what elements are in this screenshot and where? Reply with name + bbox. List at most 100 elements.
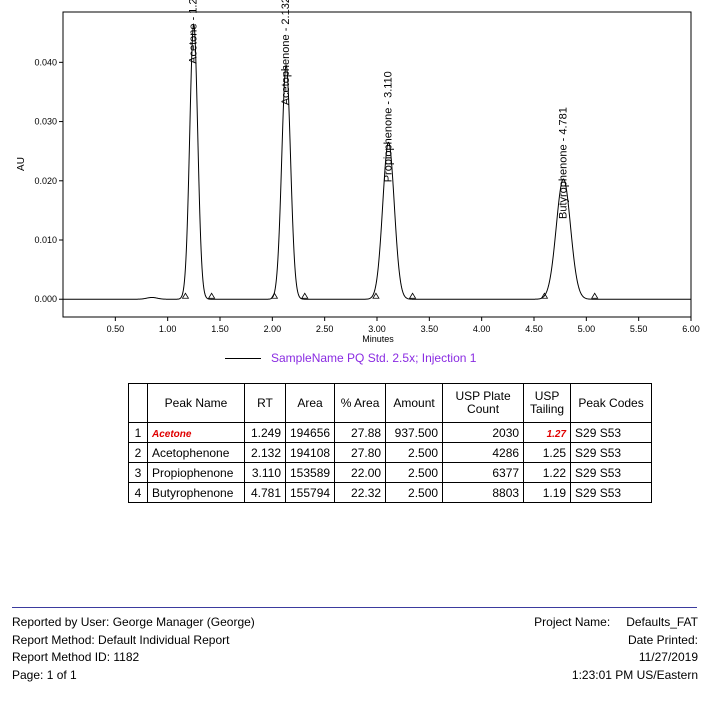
row-index: 3 — [128, 462, 148, 483]
peak-markers — [181, 292, 599, 299]
table-header-row: Peak Name RT Area % Area Amount USP Plat… — [128, 383, 653, 423]
x-tick-label: 2.50 — [316, 324, 334, 334]
date-printed: 11/27/2019 — [638, 650, 698, 664]
table-row: 1 Acetone 1.249 194656 27.88 937.500 203… — [128, 422, 653, 443]
x-tick-label: 1.50 — [211, 324, 229, 334]
legend: SampleName PQ Std. 2.5x; Injection 1 — [225, 350, 476, 366]
project-info: Project Name: Defaults_FAT Date Printed:… — [534, 614, 698, 684]
peak-boundary-marker — [408, 292, 417, 299]
legend-line-swatch — [225, 357, 261, 359]
y-tick-label: 0.020 — [34, 176, 57, 186]
peak-boundary-marker — [207, 292, 216, 299]
x-tick-label: 5.50 — [630, 324, 648, 334]
rt-cell: 1.249 — [244, 422, 286, 443]
x-tick-label: 3.50 — [421, 324, 439, 334]
peak-label: Propiophenone - 3.110 — [383, 71, 395, 182]
legend-label: SampleName PQ Std. 2.5x; Injection 1 — [271, 351, 477, 365]
chromatogram-trace — [63, 23, 691, 300]
x-tick-label: 6.00 — [682, 324, 700, 334]
footer-divider — [12, 607, 697, 608]
y-tick-label: 0.030 — [34, 117, 57, 127]
plate-count-cell: 6377 — [442, 462, 525, 483]
x-tick-label: 5.00 — [578, 324, 596, 334]
chromatogram-chart: 0.000 0.010 0.020 0.030 0.040 0.50 1.00 1.50 2.… — [16, 0, 700, 344]
table-row: 2 Acetophenone 2.132 194108 27.80 2.500 … — [128, 442, 653, 463]
plate-count-header-text: USP Plate Count — [455, 389, 511, 416]
x-tick-label: 4.50 — [525, 324, 543, 334]
project-name-label: Project Name: — [534, 615, 611, 629]
peak-boundary-marker — [301, 292, 309, 299]
pct-area-cell: 22.32 — [334, 482, 387, 503]
col-amount-header: Amount — [385, 383, 444, 423]
peak-boundary-marker — [591, 292, 599, 299]
y-tick-label: 0.000 — [34, 294, 57, 304]
pct-area-cell: 22.00 — [334, 462, 387, 483]
peak-codes-cell: S29 S53 — [570, 462, 653, 483]
peak-labels: Acetone - 1.249 Acetophenone - 2.132 Propi… — [188, 0, 570, 219]
peak-label: Butyrophenone - 4.781 — [557, 107, 569, 219]
peak-codes-cell: S29 S53 — [570, 482, 653, 503]
peak-label: Acetophenone - 2.132 — [280, 0, 292, 105]
amount-cell: 2.500 — [385, 482, 444, 503]
area-cell: 194108 — [284, 442, 336, 463]
peak-codes-cell: S29 S53 — [570, 442, 653, 463]
tailing-cell: 1.27 — [523, 422, 572, 443]
amount-cell: 937.500 — [385, 422, 444, 443]
col-tailing-header: USP Tailing — [523, 383, 572, 423]
col-peak-codes-header: Peak Codes — [570, 383, 653, 423]
rt-cell: 2.132 — [244, 442, 286, 463]
amount-cell: 2.500 — [385, 462, 444, 483]
area-cell: 194656 — [284, 422, 336, 443]
rt-cell: 3.110 — [244, 462, 286, 483]
col-area-header: Area — [284, 383, 336, 423]
peak-results-table: Peak Name RT Area % Area Amount USP Plat… — [128, 383, 653, 503]
tailing-header-text: USP Tailing — [530, 389, 565, 416]
y-tick-label: 0.040 — [34, 57, 57, 67]
report-method-id: Report Method ID: 1182 — [12, 650, 140, 664]
project-name-value: Defaults_FAT — [626, 615, 698, 629]
y-axis-label: AU — [16, 157, 27, 171]
amount-cell: 2.500 — [385, 442, 444, 463]
col-index-header — [128, 383, 148, 423]
row-index: 2 — [128, 442, 148, 463]
peak-boundary-marker — [270, 292, 279, 299]
report-method: Report Method: Default Individual Report — [12, 632, 230, 647]
peak-name-cell: Propiophenone — [147, 462, 245, 483]
project-name-line: Project Name: Defaults_FAT — [534, 614, 698, 632]
x-tick-label: 0.50 — [107, 324, 125, 334]
plot-frame — [62, 11, 692, 318]
y-tick-label: 0.010 — [34, 235, 57, 245]
area-cell: 155794 — [284, 482, 336, 503]
reported-by: Reported by User: George Manager (George… — [12, 615, 255, 629]
rt-cell: 4.781 — [244, 482, 286, 503]
peak-boundary-marker — [181, 292, 190, 299]
plate-count-cell: 8803 — [442, 482, 525, 503]
peak-label: Acetone - 1.249 — [188, 0, 200, 64]
x-tick-label: 3.00 — [368, 324, 386, 334]
pct-area-cell: 27.88 — [334, 422, 387, 443]
flagged-peak-name: Acetone — [152, 428, 192, 440]
col-plate-count-header: USP Plate Count — [442, 383, 525, 423]
peak-boundary-marker — [540, 292, 549, 299]
col-peak-name-header: Peak Name — [147, 383, 245, 423]
pct-area-cell: 27.80 — [334, 442, 387, 463]
row-index: 1 — [128, 422, 148, 443]
report-info: Reported by User: George Manager (George… — [12, 614, 255, 684]
row-index: 4 — [128, 482, 148, 503]
page-number: Page: 1 of 1 — [12, 667, 77, 682]
peak-name-cell: Butyrophenone — [147, 482, 245, 503]
tailing-cell: 1.19 — [523, 482, 572, 503]
x-axis-ticks: 0.50 1.00 1.50 2.00 2.50 3.00 3.50 4.00 4.50 5.00… — [107, 317, 700, 334]
x-tick-label: 4.00 — [473, 324, 491, 334]
col-pct-area-header: % Area — [334, 383, 387, 423]
time-printed: 1:23:01 PM US/Eastern — [571, 667, 698, 682]
x-tick-label: 1.00 — [159, 324, 177, 334]
col-rt-header: RT — [244, 383, 286, 423]
area-cell: 153589 — [284, 462, 336, 483]
plate-count-cell: 4286 — [442, 442, 525, 463]
flagged-tailing-value: 1.27 — [546, 428, 567, 440]
peak-boundary-marker — [372, 292, 380, 299]
x-tick-label: 2.00 — [264, 324, 282, 334]
table-row: 3 Propiophenone 3.110 153589 22.00 2.500… — [128, 462, 653, 483]
tailing-cell: 1.22 — [523, 462, 572, 483]
